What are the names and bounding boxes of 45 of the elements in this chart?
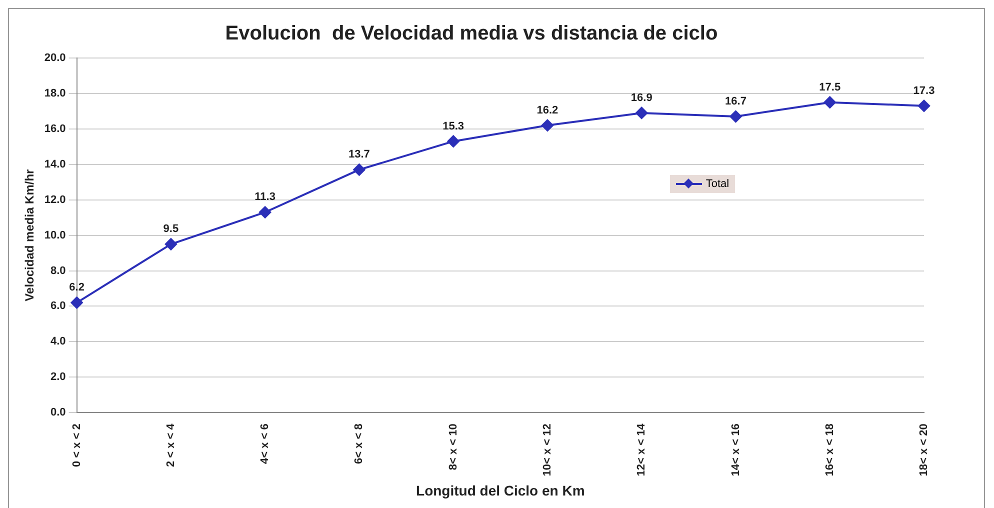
y-axis-title: Velocidad media Km/hr [22, 168, 37, 302]
point [636, 106, 648, 119]
y-tick-label: 8.0 [50, 264, 66, 277]
x-axis-title: Longitud del Ciclo en Km [416, 482, 585, 498]
point [918, 100, 930, 112]
y-tick-label: 6.0 [50, 300, 66, 312]
chart-title: Evolucion de Velocidad media vs distancia de ciclo [225, 22, 718, 45]
data-label: 16.9 [630, 92, 652, 104]
point [70, 296, 83, 309]
x-tick-label: 10< x < 12 [542, 424, 554, 476]
point [541, 119, 554, 132]
point [259, 206, 272, 218]
x-tick-label: 18< x < 20 [918, 424, 930, 476]
x-tick-label: 12< x < 14 [636, 422, 648, 476]
y-tick-label: 10.0 [44, 229, 66, 242]
x-tick-label: 2 < x < 4 [164, 422, 177, 468]
data-label: 17.5 [819, 81, 841, 94]
point [353, 164, 366, 176]
data-label: 17.3 [913, 84, 935, 97]
data-label: 9.5 [163, 223, 179, 236]
y-tick-label: 16.0 [44, 122, 66, 135]
point [164, 238, 177, 250]
y-tick-label: 4.0 [50, 336, 66, 348]
y-tick-label: 12.0 [44, 194, 66, 206]
legend-label: Total [706, 178, 730, 190]
x-tick-label: 14< x < 16 [730, 424, 742, 476]
point [730, 110, 742, 123]
data-label: 6.2 [69, 282, 84, 294]
y-tick-label: 14.0 [44, 158, 66, 170]
y-tick-label: 0.0 [50, 406, 66, 419]
y-tick-label: 2.0 [50, 371, 66, 384]
x-tick-label: 6< x < 8 [353, 424, 366, 464]
data-label: 16.2 [536, 104, 558, 116]
x-tick-label: 16< x < 18 [824, 424, 836, 476]
data-label: 15.3 [442, 120, 464, 132]
data-label: 11.3 [254, 191, 276, 204]
data-label: 16.7 [725, 96, 746, 108]
y-tick-label: 20.0 [44, 52, 66, 64]
point [824, 96, 836, 108]
point [447, 135, 460, 148]
data-label: 13.7 [348, 148, 370, 161]
x-tick-label: 0 < x < 2 [70, 424, 83, 468]
x-tick-label: 8< x < 10 [447, 424, 460, 470]
y-tick-label: 18.0 [44, 87, 66, 100]
x-tick-label: 4< x < 6 [259, 424, 272, 464]
